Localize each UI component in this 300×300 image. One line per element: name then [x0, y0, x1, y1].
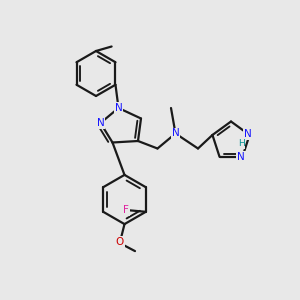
- Text: N: N: [244, 129, 252, 140]
- Text: N: N: [97, 118, 104, 128]
- Text: F: F: [123, 205, 129, 215]
- Text: N: N: [115, 103, 122, 113]
- Text: N: N: [237, 152, 245, 162]
- Text: N: N: [172, 128, 179, 139]
- Text: O: O: [116, 237, 124, 247]
- Text: H: H: [238, 139, 244, 148]
